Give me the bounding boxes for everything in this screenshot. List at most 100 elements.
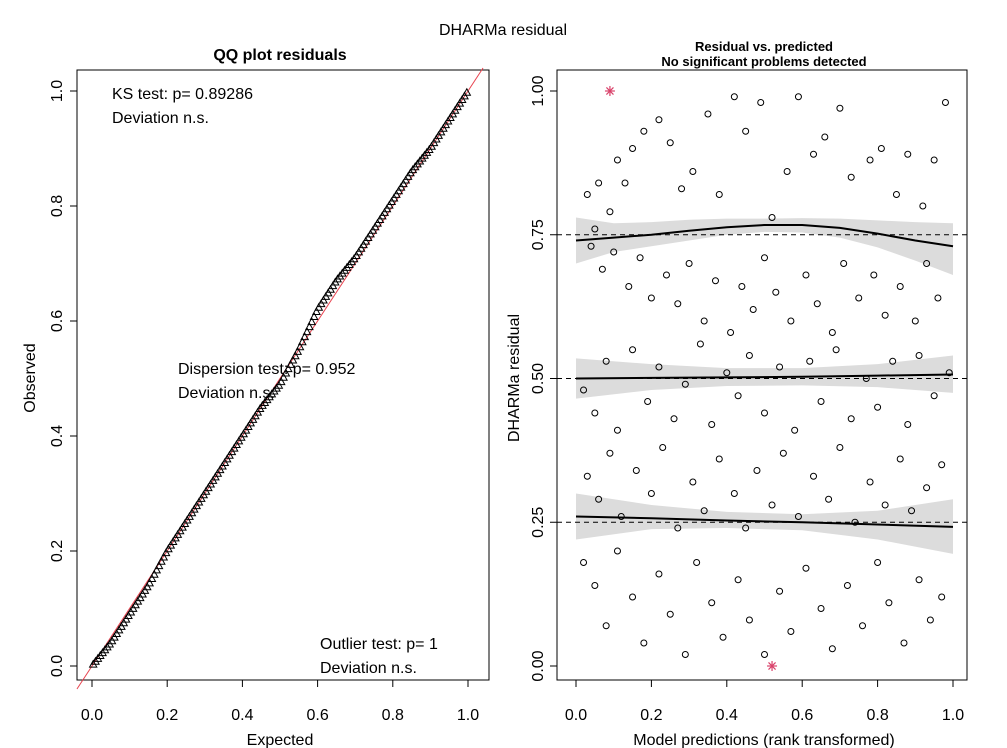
residual-point	[640, 127, 648, 135]
residual-point	[587, 242, 595, 250]
qq-plot-frame	[76, 69, 490, 681]
residual-point	[602, 622, 610, 630]
residual-x-tick-label: 0.4	[716, 707, 738, 724]
residual-point	[813, 300, 821, 308]
qq-point	[276, 377, 286, 386]
qq-point	[152, 565, 162, 574]
residual-point	[761, 651, 768, 658]
qq-y-axis-label: Observed	[22, 343, 39, 412]
residual-point	[606, 208, 614, 216]
residual-point	[629, 593, 637, 601]
residual-point	[802, 564, 810, 572]
residual-point	[874, 559, 882, 566]
residual-point	[915, 576, 923, 584]
residual-point	[938, 461, 946, 469]
residual-point	[708, 421, 716, 428]
residual-point	[930, 392, 938, 400]
qq-point	[159, 552, 169, 561]
residual-point	[625, 283, 633, 290]
qq-y-tick-label: 0.0	[49, 655, 66, 677]
outlier-point	[604, 86, 615, 96]
residual-point	[787, 317, 795, 325]
residual-point	[711, 277, 719, 285]
qq-point	[145, 578, 155, 587]
outlier-points	[604, 86, 778, 671]
qq-annotation-line: Deviation n.s.	[320, 660, 417, 677]
quantile-bands	[576, 217, 953, 554]
residual-point	[817, 605, 825, 612]
residual-point	[892, 191, 900, 198]
residual-point	[825, 495, 833, 503]
residual-point	[745, 616, 753, 624]
residual-point	[689, 478, 697, 486]
residual-y-tick-label: 0.50	[530, 363, 547, 394]
residual-vs-predicted-panel: Residual vs. predicted No significant pr…	[506, 39, 968, 748]
residual-point	[934, 294, 942, 302]
residual-plot-axes: 0.0 0.2 0.4 0.6 0.8 1.0 0.00 0.25 0.50 0.75 1.00	[530, 75, 964, 724]
residual-point	[828, 329, 836, 336]
residual-point	[761, 254, 768, 262]
residual-point	[719, 633, 727, 641]
residual-point	[843, 582, 851, 589]
qq-point	[462, 87, 472, 96]
residual-point	[787, 628, 795, 635]
residual-point	[583, 472, 591, 480]
residual-point	[681, 651, 689, 658]
residual-point	[768, 501, 776, 509]
residual-point	[855, 294, 863, 302]
quantile-band	[576, 493, 953, 554]
residual-y-tick-label: 0.25	[530, 507, 547, 538]
quantile-band	[576, 217, 953, 275]
qq-y-tick-label: 1.0	[49, 80, 66, 102]
residual-point	[583, 191, 591, 198]
residual-point	[877, 145, 885, 152]
residual-point	[591, 225, 599, 233]
residual-point	[613, 547, 621, 555]
qq-x-tick-label: 0.2	[156, 707, 178, 724]
residual-point	[700, 507, 708, 515]
residual-plot-title: Residual vs. predicted	[695, 39, 833, 54]
residual-point	[704, 110, 712, 118]
qq-point	[295, 342, 305, 351]
residual-point	[734, 576, 742, 584]
qq-point	[283, 364, 293, 373]
residual-point	[938, 593, 946, 601]
qq-y-tick-label: 0.2	[49, 540, 66, 562]
residual-point	[779, 449, 787, 457]
qq-x-axis-label: Expected	[247, 732, 314, 748]
residual-x-tick-label: 0.2	[640, 707, 662, 724]
qq-point	[279, 372, 288, 381]
residual-point	[647, 490, 655, 497]
qq-annotation-line: Deviation n.s.	[178, 385, 275, 402]
quantile-curves	[575, 223, 954, 528]
residual-point	[776, 587, 784, 595]
residual-point	[742, 524, 750, 532]
residual-plot-frame	[556, 69, 968, 681]
residual-point	[666, 610, 674, 618]
residual-point	[730, 490, 738, 497]
residual-y-tick-label: 0.75	[530, 219, 547, 250]
residual-point	[696, 340, 704, 348]
residual-point	[908, 507, 916, 515]
residual-point	[613, 156, 621, 164]
qq-point	[300, 332, 310, 341]
residual-point	[655, 363, 663, 371]
residual-point	[613, 426, 621, 434]
qq-point	[290, 351, 300, 360]
qq-x-tick-label: 0.0	[81, 707, 103, 724]
residual-point	[700, 317, 708, 325]
residual-x-tick-label: 1.0	[942, 707, 964, 724]
residual-point	[745, 352, 753, 359]
residual-point	[655, 116, 663, 124]
qq-point	[156, 556, 166, 565]
qq-point	[304, 322, 314, 331]
residual-point	[761, 409, 768, 417]
residual-x-tick-label: 0.6	[791, 707, 813, 724]
residual-point	[836, 444, 844, 451]
qq-y-tick-label: 0.6	[49, 310, 66, 332]
residual-point	[674, 524, 682, 532]
residual-point	[629, 346, 637, 354]
qq-plot-title: QQ plot residuals	[213, 47, 346, 64]
residual-point	[930, 156, 938, 164]
qq-point	[311, 306, 321, 316]
